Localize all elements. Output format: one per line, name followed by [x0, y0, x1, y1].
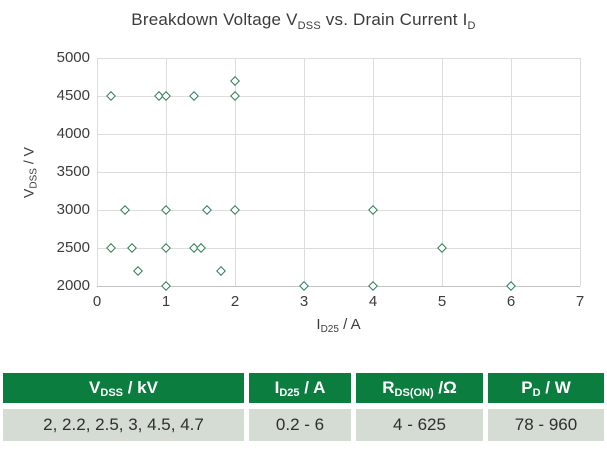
gridline-horizontal	[97, 247, 580, 249]
data-point-marker	[368, 205, 378, 215]
y-tick-label: 4000	[56, 125, 90, 142]
y-tick-label: 4500	[56, 87, 90, 104]
data-point-marker	[506, 281, 516, 291]
data-point-marker	[437, 243, 447, 253]
x-axis-label: ID25 / A	[316, 316, 361, 335]
data-point-marker	[299, 281, 309, 291]
data-point-marker	[230, 91, 240, 101]
data-point-marker	[161, 91, 171, 101]
y-tick-label: 3000	[56, 201, 90, 218]
data-point-marker	[188, 91, 199, 101]
x-tick-label: 2	[230, 293, 240, 310]
chart-title-text: Breakdown Voltage V	[131, 10, 298, 29]
chart-title-subscript-vdss: DSS	[297, 20, 321, 32]
y-tick-label: 2500	[56, 239, 90, 256]
gridline-horizontal	[97, 171, 580, 173]
table-value-cell: 2, 2.2, 2.5, 3, 4.5, 4.7	[3, 409, 244, 441]
data-point-marker	[119, 205, 130, 215]
gridline-vertical	[579, 58, 581, 286]
x-tick-label: 1	[161, 293, 171, 310]
data-point-marker	[195, 243, 206, 253]
gridline-horizontal	[97, 209, 580, 211]
table-value-cell: 4 - 625	[356, 409, 483, 441]
data-point-marker	[133, 265, 144, 276]
x-tick-label: 3	[299, 293, 309, 310]
y-axis-label: VDSS / V	[20, 147, 40, 198]
table-header-cell: ID25 / A	[249, 373, 351, 403]
plot-area	[96, 57, 581, 291]
x-tick-label: 5	[437, 293, 447, 310]
data-point-marker	[105, 91, 116, 101]
data-point-marker	[202, 205, 213, 215]
table-value-cell: 78 - 960	[488, 409, 604, 441]
data-point-marker	[230, 205, 240, 215]
y-tick-label: 3500	[56, 163, 90, 180]
chart-title: Breakdown Voltage VDSS vs. Drain Current…	[0, 10, 607, 32]
data-table: VDSS / kV ID25 / A RDS(ON) /Ω PD / W 2, 2.2…	[3, 373, 605, 441]
data-point-marker	[161, 243, 171, 253]
gridline-horizontal	[97, 57, 580, 59]
data-point-marker	[161, 281, 171, 291]
data-point-marker	[105, 243, 116, 253]
x-tick-label: 0	[92, 293, 102, 310]
x-tick-label: 7	[575, 293, 585, 310]
y-tick-label: 5000	[56, 49, 90, 66]
gridline-horizontal	[97, 95, 580, 97]
table-header-cell: RDS(ON) /Ω	[356, 373, 483, 403]
x-tick-label: 6	[506, 293, 516, 310]
table-header-row: VDSS / kV ID25 / A RDS(ON) /Ω PD / W	[3, 373, 605, 403]
table-header-cell: PD / W	[488, 373, 604, 403]
x-tick-label: 4	[368, 293, 378, 310]
chart-title-text-mid: vs. Drain Current I	[320, 10, 468, 29]
chart-title-subscript-id: D	[467, 20, 476, 32]
data-point-marker	[161, 205, 171, 215]
data-point-marker	[230, 75, 240, 86]
data-point-marker	[126, 243, 137, 253]
data-point-marker	[216, 265, 227, 276]
table-header-cell: VDSS / kV	[3, 373, 244, 403]
data-point-marker	[368, 281, 378, 291]
table-value-cell: 0.2 - 6	[249, 409, 351, 441]
gridline-horizontal	[97, 133, 580, 135]
x-axis-line	[97, 285, 580, 287]
y-tick-label: 2000	[56, 277, 90, 294]
